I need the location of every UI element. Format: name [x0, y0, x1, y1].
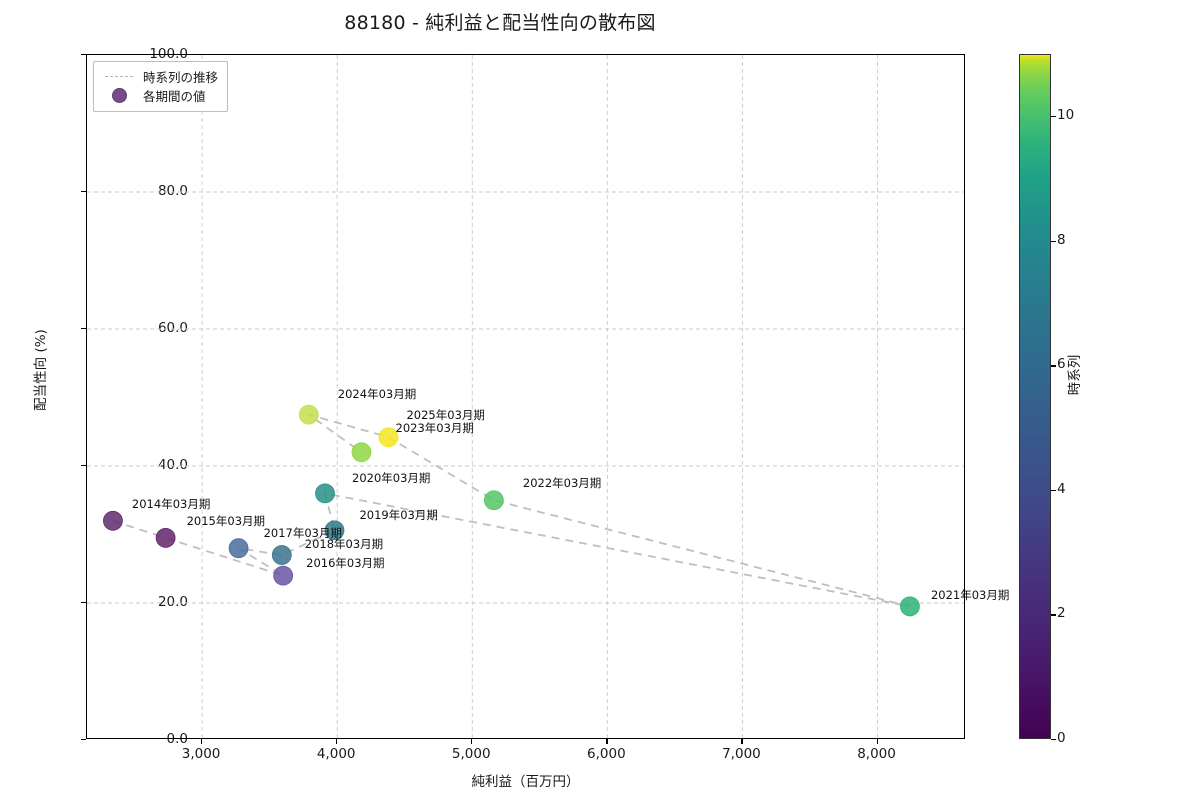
point-label: 2015年03月期 [186, 513, 266, 528]
dashed-line-icon [102, 76, 136, 77]
legend-item-trend: 時系列の推移 [102, 67, 218, 86]
y-tick-mark [81, 602, 86, 604]
y-tick-mark [81, 191, 86, 193]
data-point[interactable] [351, 442, 372, 463]
x-tick-mark [336, 739, 338, 744]
point-label: 2025年03月期 [406, 408, 485, 423]
y-tick-mark [81, 328, 86, 330]
y-tick-label: 60.0 [157, 320, 188, 336]
colorbar-tick-label: 8 [1057, 231, 1066, 248]
colorbar-tick-mark [1051, 116, 1056, 118]
colorbar-tick-mark [1051, 489, 1056, 492]
y-tick-label: 20.0 [157, 594, 188, 610]
x-tick-mark [471, 739, 473, 744]
colorbar-tick-label: 2 [1057, 605, 1066, 622]
y-tick-mark [81, 739, 86, 741]
x-axis-label: 純利益（百万円） [471, 774, 580, 790]
data-point[interactable] [483, 490, 504, 511]
data-point[interactable] [900, 596, 920, 617]
colorbar-tick-label: 0 [1057, 730, 1066, 746]
point-label: 2024年03月期 [337, 386, 417, 401]
legend-item-points: 各期間の値 [102, 86, 218, 105]
data-point[interactable] [378, 427, 399, 448]
point-label: 2017年03月期 [263, 526, 342, 541]
x-tick-label: 5,000 [451, 746, 491, 762]
y-tick-mark [81, 465, 86, 467]
x-tick-label: 4,000 [316, 746, 356, 762]
data-point[interactable] [273, 565, 294, 586]
colorbar [1019, 54, 1051, 739]
colorbar-tick-mark [1051, 365, 1056, 367]
point-label: 2021年03月期 [930, 588, 1010, 603]
x-tick-label: 6,000 [587, 746, 626, 762]
data-point[interactable] [103, 510, 123, 531]
legend: 時系列の推移 各期間の値 [93, 61, 229, 112]
x-tick-mark [201, 739, 203, 744]
x-tick-label: 8,000 [857, 746, 896, 762]
y-tick-label: 0.0 [166, 731, 188, 747]
colorbar-tick-mark [1051, 614, 1056, 616]
colorbar-tick-mark [1051, 240, 1056, 242]
data-point[interactable] [155, 528, 176, 548]
colorbar-label: 時系列 [1067, 354, 1083, 396]
x-tick-mark [876, 739, 878, 744]
x-tick-mark [606, 739, 608, 744]
legend-label-points: 各期間の値 [143, 89, 206, 104]
circle-marker-icon [102, 88, 136, 103]
page-title: 88180 - 純利益と配当性向の散布図 [344, 12, 656, 34]
colorbar-tick-label: 6 [1057, 356, 1066, 373]
y-tick-label: 80.0 [157, 183, 188, 199]
colorbar-gradient [1019, 54, 1051, 739]
x-tick-mark [741, 739, 743, 744]
point-label: 2018年03月期 [304, 537, 384, 552]
gridlines [87, 55, 964, 738]
data-point[interactable] [298, 404, 319, 425]
x-tick-label: 7,000 [722, 746, 761, 762]
colorbar-tick-mark [1051, 739, 1056, 741]
data-point[interactable] [271, 545, 292, 565]
point-label: 2014年03月期 [131, 496, 211, 511]
y-tick-mark [81, 54, 86, 56]
y-tick-label: 40.0 [157, 457, 188, 473]
point-label: 2016年03月期 [306, 555, 385, 570]
point-label: 2019年03月期 [359, 508, 438, 523]
plot-area [86, 54, 965, 739]
legend-label-trend: 時系列の推移 [143, 70, 219, 85]
point-label: 2020年03月期 [352, 471, 431, 486]
colorbar-tick-label: 4 [1057, 480, 1066, 497]
data-layer [103, 404, 920, 617]
point-label: 2023年03月期 [395, 421, 474, 436]
data-point[interactable] [228, 538, 249, 559]
data-point[interactable] [324, 520, 345, 541]
point-label: 2022年03月期 [522, 476, 602, 491]
colorbar-tick-label: 10 [1057, 107, 1075, 124]
data-point[interactable] [315, 483, 335, 504]
x-tick-label: 3,000 [181, 746, 221, 762]
y-axis-label: 配当性向 (%) [33, 329, 49, 411]
